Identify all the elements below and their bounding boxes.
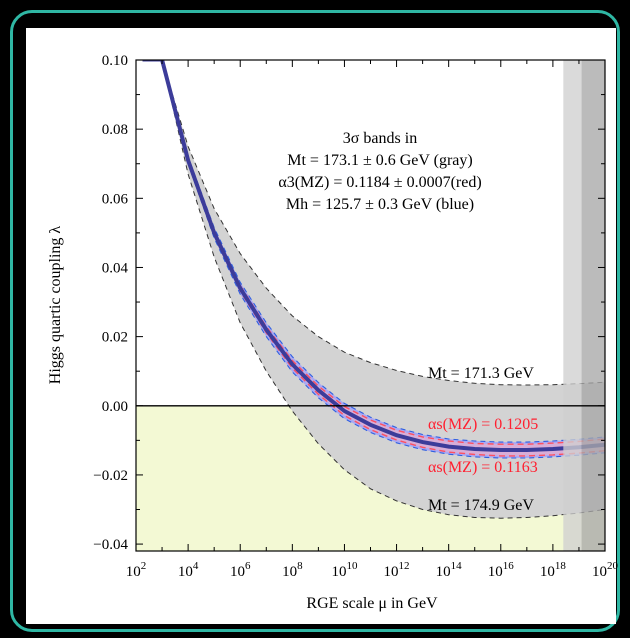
top-mass-band [162,60,605,519]
y-tick-label: 0.10 [102,53,128,69]
central-curve [160,60,605,452]
y-tick-label: 0.00 [102,399,128,415]
legend: 3σ bands in Mt = 173.1 ± 0.6 GeV (gray) … [278,130,481,213]
x-tick-label: 1020 [592,560,619,580]
x-tick-label: 1012 [384,560,410,580]
legend-line-1: 3σ bands in [343,130,417,147]
y-tick-label: 0.08 [102,122,128,138]
legend-line-4: Mh = 125.7 ± 0.3 GeV (blue) [286,196,474,213]
legend-line-3: α3(MZ) = 0.1184 ± 0.0007(red) [278,174,481,191]
y-tick-label: −0.04 [93,537,128,553]
band-edge-lines [142,60,605,519]
x-tick-label: 106 [230,560,251,580]
planck-band-2 [581,60,605,551]
x-axis-title: RGE scale μ in GeV [306,595,438,612]
annotation-mt-high: Mt = 174.9 GeV [428,497,534,514]
annotation-alpha-low: αs(MZ) = 0.1163 [428,459,538,476]
x-tick-label: 1016 [488,560,515,580]
higgs-mass-lower-line [161,60,605,459]
x-tick-label: 1014 [436,560,463,580]
x-tick-label: 1010 [331,560,358,580]
y-tick-label: 0.04 [102,260,129,276]
top-mass-upper-line [161,60,605,386]
tick-labels: 102 104 106 108 1010 1012 1014 1016 1018 1020 0.10… [93,53,618,580]
planck-band-1 [563,60,582,551]
legend-line-2: Mt = 173.1 ± 0.6 GeV (gray) [287,152,472,169]
top-mass-lower-line [161,60,605,519]
higgs-mass-upper-line [161,60,605,443]
alpha-s-upper-line [161,60,605,445]
y-tick-label: 0.06 [102,191,129,207]
uncertainty-bands [162,60,605,519]
y-axis-title: Higgs quartic coupling λ [47,226,64,385]
annotation-mt-low: Mt = 171.3 GeV [428,365,534,382]
y-tick-label: −0.02 [93,468,128,484]
y-tick-label: 0.02 [102,330,128,346]
x-tick-label: 1018 [540,560,567,580]
annotation-alpha-high: αs(MZ) = 0.1205 [428,416,538,433]
x-tick-label: 104 [178,560,199,580]
planck-scale-bands [563,60,605,551]
x-tick-label: 108 [282,560,303,580]
axes [135,59,606,552]
x-tick-label: 102 [126,560,147,580]
